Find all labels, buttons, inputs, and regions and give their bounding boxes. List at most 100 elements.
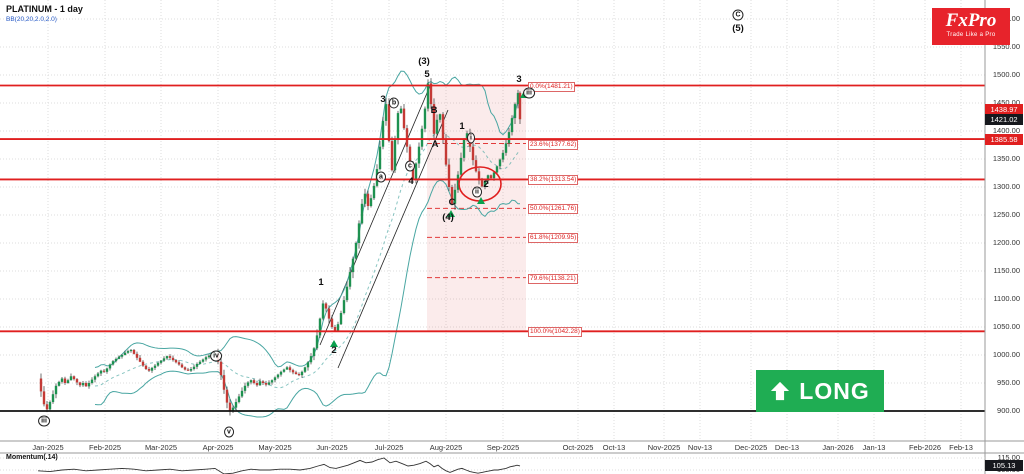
candle xyxy=(87,383,91,387)
y-axis-tick: 1350.00 xyxy=(992,154,1020,163)
candle xyxy=(48,402,52,410)
candle xyxy=(489,175,493,179)
candle xyxy=(240,390,244,397)
candle xyxy=(294,372,298,375)
candle xyxy=(411,164,415,179)
y-axis-tick: 1250.00 xyxy=(992,210,1020,219)
candle xyxy=(396,113,400,140)
candle xyxy=(72,376,76,380)
x-axis-tick: Feb-13 xyxy=(949,443,973,452)
candle xyxy=(285,367,289,370)
wave-label: (4) xyxy=(442,212,454,223)
candle xyxy=(426,83,430,109)
candle xyxy=(102,370,106,372)
candle xyxy=(378,146,382,170)
candle xyxy=(141,361,145,366)
candle xyxy=(402,108,406,129)
wave-label: 5 xyxy=(424,69,430,80)
candle xyxy=(312,348,316,357)
candle xyxy=(120,355,124,357)
candle xyxy=(99,370,103,374)
candle xyxy=(393,139,397,171)
candle xyxy=(159,360,163,363)
candle xyxy=(267,382,271,385)
candle xyxy=(459,157,463,175)
candle xyxy=(297,374,301,376)
candle xyxy=(195,363,199,367)
candle xyxy=(75,379,79,383)
candle xyxy=(336,324,340,331)
candle xyxy=(252,380,256,383)
candle xyxy=(129,349,133,352)
candle xyxy=(480,180,484,187)
lines-layer xyxy=(0,84,985,412)
candle xyxy=(360,203,364,224)
candle xyxy=(90,379,94,383)
candle xyxy=(354,243,358,259)
candle xyxy=(249,380,253,383)
candle xyxy=(45,404,49,410)
wave-label: v xyxy=(224,426,234,438)
candle xyxy=(501,152,505,160)
candle xyxy=(357,223,361,243)
candle xyxy=(180,364,184,368)
candle xyxy=(477,171,481,181)
candle xyxy=(318,318,322,336)
candle xyxy=(387,104,391,142)
candle xyxy=(465,133,469,140)
y-axis-tick: 1300.00 xyxy=(992,182,1020,191)
candle xyxy=(282,369,286,372)
candle xyxy=(231,407,235,412)
candle xyxy=(408,146,412,165)
fib-level-label: 100.0%(1042.28) xyxy=(528,327,582,338)
wave-label: b xyxy=(388,97,400,109)
candle xyxy=(201,359,205,362)
x-axis-tick: Jan-2025 xyxy=(32,443,64,452)
candle xyxy=(186,369,190,371)
long-signal-label: LONG xyxy=(799,377,870,404)
x-axis-tick: Sep-2025 xyxy=(486,443,520,452)
candle xyxy=(429,83,433,105)
candle xyxy=(309,356,313,363)
candle xyxy=(225,389,229,403)
candle xyxy=(507,132,511,144)
candle xyxy=(417,146,421,164)
candle xyxy=(303,367,307,372)
candle xyxy=(456,174,460,190)
x-axis-tick: Dec-13 xyxy=(774,443,800,452)
trend-channel-line xyxy=(337,109,449,369)
y-axis-tick: 1400.00 xyxy=(992,126,1020,135)
candle xyxy=(246,382,250,386)
wave-label: c xyxy=(405,160,415,172)
candle xyxy=(63,378,67,383)
candle xyxy=(441,114,445,140)
candle xyxy=(321,303,325,319)
candle xyxy=(108,364,112,369)
candle xyxy=(369,198,373,207)
wave-label: ii xyxy=(472,186,482,198)
candle xyxy=(84,383,88,387)
candle xyxy=(510,118,514,133)
candle xyxy=(447,164,451,187)
candle xyxy=(450,187,454,204)
x-axis-tick: Oct-2025 xyxy=(562,443,594,452)
candle xyxy=(516,92,520,105)
candle xyxy=(462,139,466,158)
candle xyxy=(330,318,334,327)
fib-level-label: 61.8%(1209.95) xyxy=(528,233,579,244)
wave-label: iv xyxy=(210,350,222,362)
candle xyxy=(399,108,403,114)
candle xyxy=(132,349,136,354)
candle xyxy=(78,382,82,386)
candle xyxy=(315,335,319,349)
candle xyxy=(342,300,346,313)
candle xyxy=(81,383,85,386)
candle xyxy=(348,272,352,287)
wave-label: C xyxy=(448,197,456,208)
candle xyxy=(183,367,187,370)
candle xyxy=(324,303,328,309)
candle xyxy=(423,108,427,129)
wave-label: (5) xyxy=(732,23,744,34)
x-axis-tick: Dec-2025 xyxy=(734,443,768,452)
